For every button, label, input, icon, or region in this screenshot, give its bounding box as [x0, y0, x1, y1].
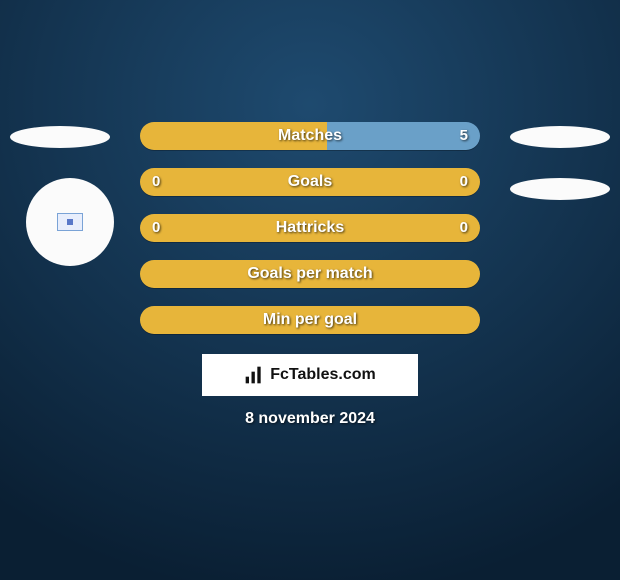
bar-chart-icon: [244, 365, 264, 385]
player-right-ellipse-1: [510, 126, 610, 148]
stat-bars: Matches5Goals00Hattricks00Goals per matc…: [140, 122, 480, 352]
logo-text: FcTables.com: [270, 366, 376, 384]
flag-icon: [57, 213, 83, 231]
stat-bar: Hattricks0 0: [140, 214, 480, 242]
stat-bar: Goals0 0: [140, 168, 480, 196]
stat-bar: Matches5: [140, 122, 480, 150]
player-right-ellipse-2: [510, 178, 610, 200]
stat-bar: Goals per match: [140, 260, 480, 288]
player-left-avatar: [26, 178, 114, 266]
stat-value-left: 0: [152, 214, 160, 242]
stat-label: Goals: [140, 168, 480, 196]
stat-value-right: 0: [460, 214, 468, 242]
fctables-logo[interactable]: FcTables.com: [202, 354, 418, 396]
stat-value-left: 0: [152, 168, 160, 196]
stat-value-right: 5: [460, 122, 468, 150]
stat-label: Matches: [140, 122, 480, 150]
stat-bar: Min per goal: [140, 306, 480, 334]
player-left-ellipse-1: [10, 126, 110, 148]
snapshot-date: 8 november 2024: [0, 410, 620, 428]
stat-label: Min per goal: [140, 306, 480, 334]
stat-value-right: 0: [460, 168, 468, 196]
stat-label: Hattricks: [140, 214, 480, 242]
stat-label: Goals per match: [140, 260, 480, 288]
